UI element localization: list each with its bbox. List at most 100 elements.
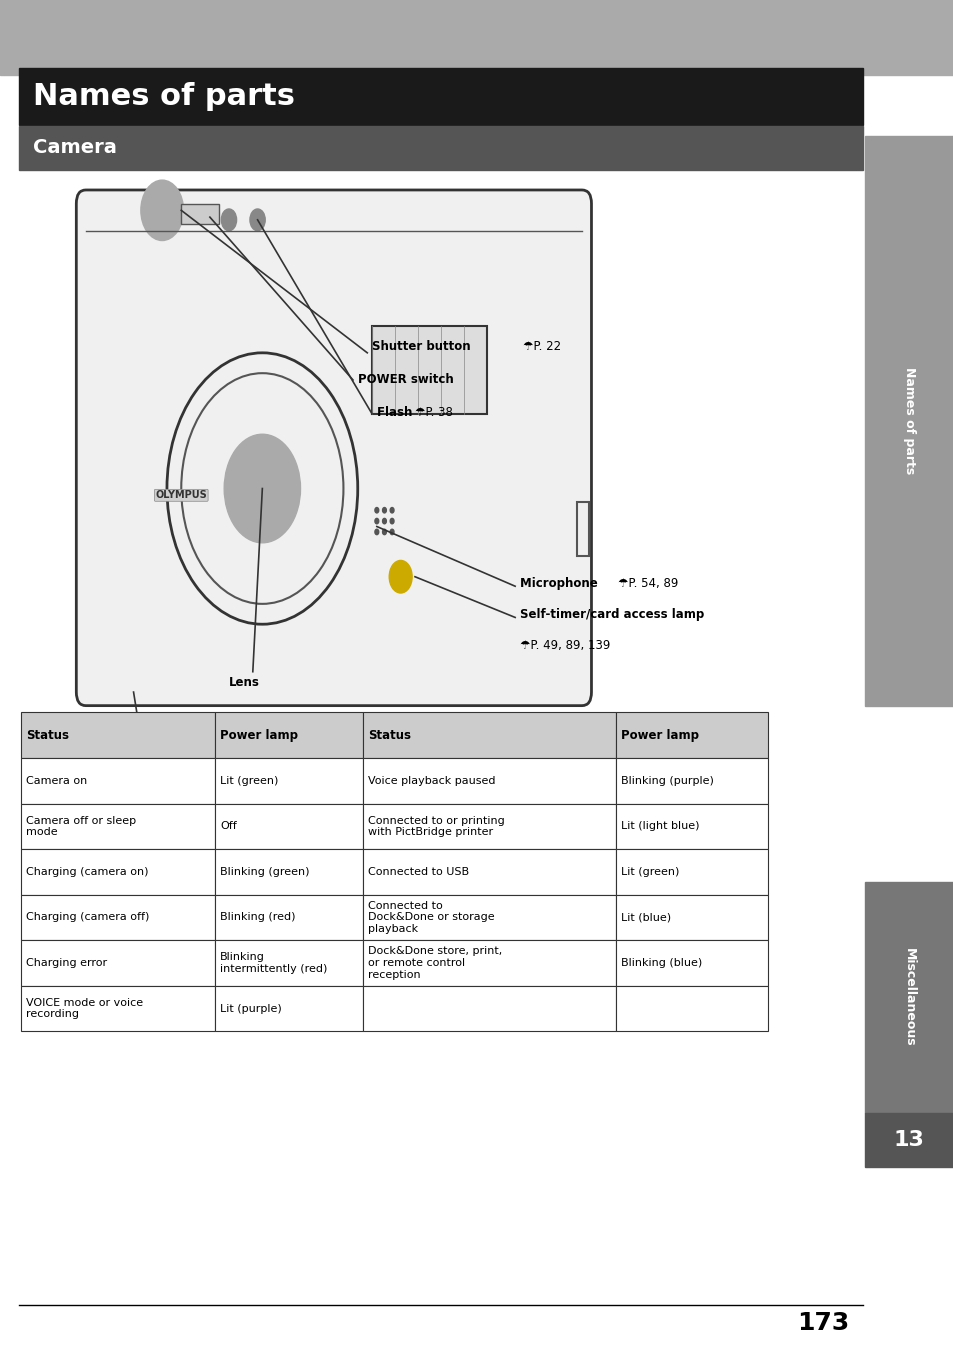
Text: 173: 173	[796, 1311, 848, 1335]
Bar	[21, 849, 215, 894]
Text: Connected to or printing
with PictBridge printer: Connected to or printing with PictBridge…	[367, 816, 504, 837]
Bar	[616, 985, 767, 1031]
Text: Blinking (blue): Blinking (blue)	[620, 958, 701, 968]
Text: Connected to
Dock&Done or storage
playback: Connected to Dock&Done or storage playba…	[367, 901, 494, 934]
Bar	[362, 849, 616, 894]
Text: Camera off or sleep
mode: Camera off or sleep mode	[26, 816, 135, 837]
FancyBboxPatch shape	[76, 190, 591, 706]
Circle shape	[78, 878, 93, 900]
Circle shape	[375, 508, 378, 513]
Text: Dock&Done store, print,
or remote control
reception: Dock&Done store, print, or remote contro…	[367, 946, 501, 980]
Circle shape	[389, 560, 412, 593]
Text: Miscellaneous: Miscellaneous	[902, 949, 915, 1046]
Circle shape	[390, 508, 394, 513]
Circle shape	[382, 529, 386, 535]
Bar	[215, 849, 362, 894]
Text: Names of parts: Names of parts	[902, 366, 915, 475]
Text: Power lamp: Power lamp	[220, 729, 297, 742]
Circle shape	[497, 878, 513, 900]
Text: OLYMPUS: OLYMPUS	[155, 490, 207, 501]
Text: Battery compartment/card: Battery compartment/card	[572, 855, 748, 868]
Text: cover: cover	[572, 886, 613, 900]
Circle shape	[375, 518, 378, 524]
Bar	[181, 204, 219, 224]
Text: ☂P. 38: ☂P. 38	[415, 406, 453, 419]
Bar	[257, 841, 334, 936]
Circle shape	[488, 878, 503, 900]
Bar	[19, 68, 862, 125]
Bar	[362, 940, 616, 985]
Text: Lit (green): Lit (green)	[220, 776, 278, 786]
Text: Blinking (green): Blinking (green)	[220, 867, 309, 877]
Text: Blinking
intermittently (red): Blinking intermittently (red)	[220, 953, 327, 974]
Bar	[0, 0, 953, 75]
Text: ☂P. 49, 89, 139: ☂P. 49, 89, 139	[519, 639, 610, 653]
Bar	[215, 803, 362, 849]
Bar	[19, 126, 862, 170]
Bar	[21, 712, 215, 759]
Text: Charging error: Charging error	[26, 958, 107, 968]
Text: Names of parts: Names of parts	[33, 81, 295, 111]
Text: Lit (purple): Lit (purple)	[220, 1004, 281, 1014]
Circle shape	[141, 180, 183, 240]
Bar	[353, 851, 419, 930]
Text: Lit (light blue): Lit (light blue)	[620, 821, 699, 832]
Text: Camera on: Camera on	[26, 776, 87, 786]
Text: ☂P. 35, 56, 57: ☂P. 35, 56, 57	[160, 719, 249, 733]
Bar	[215, 940, 362, 985]
Text: Microphone: Microphone	[519, 577, 601, 590]
Bar	[864, 882, 953, 1113]
Text: VOICE mode or voice
recording: VOICE mode or voice recording	[26, 997, 143, 1019]
Text: Shutter button: Shutter button	[372, 339, 475, 353]
Bar	[577, 502, 588, 556]
Text: Power lamp: Power lamp	[620, 729, 699, 742]
Bar	[864, 136, 953, 706]
Text: POWER switch: POWER switch	[357, 373, 453, 387]
Bar	[362, 759, 616, 803]
Bar	[616, 759, 767, 803]
Bar	[864, 1113, 953, 1167]
Circle shape	[382, 518, 386, 524]
Text: Status: Status	[367, 729, 410, 742]
Bar	[616, 712, 767, 759]
Text: Camera: Camera	[33, 138, 117, 157]
Text: Status: Status	[26, 729, 69, 742]
Bar	[362, 803, 616, 849]
Text: Self-timer/card access lamp: Self-timer/card access lamp	[519, 608, 703, 622]
Bar	[616, 940, 767, 985]
Text: Voice playback paused: Voice playback paused	[367, 776, 495, 786]
Bar	[21, 759, 215, 803]
Circle shape	[250, 209, 265, 231]
Bar	[21, 894, 215, 940]
Circle shape	[382, 508, 386, 513]
Circle shape	[221, 209, 236, 231]
Bar	[215, 985, 362, 1031]
Bar	[215, 759, 362, 803]
Text: Cradle connector: Cradle connector	[203, 949, 335, 962]
Text: Tripod socket: Tripod socket	[69, 949, 162, 962]
Bar	[616, 803, 767, 849]
Text: Lens: Lens	[229, 676, 259, 689]
Text: Blinking (red): Blinking (red)	[220, 912, 295, 923]
Text: Lit (green): Lit (green)	[620, 867, 679, 877]
Bar	[21, 803, 215, 849]
Bar	[362, 712, 616, 759]
Bar	[215, 894, 362, 940]
Bar	[21, 985, 215, 1031]
Text: ☂P. 54, 89: ☂P. 54, 89	[618, 577, 678, 590]
Text: Blinking (purple): Blinking (purple)	[620, 776, 713, 786]
FancyBboxPatch shape	[62, 814, 538, 963]
Circle shape	[224, 434, 300, 543]
Text: 13: 13	[893, 1130, 923, 1149]
Bar	[362, 894, 616, 940]
Bar	[215, 712, 362, 759]
Bar	[362, 985, 616, 1031]
Bar	[616, 849, 767, 894]
Text: Charging (camera off): Charging (camera off)	[26, 912, 149, 923]
Circle shape	[390, 529, 394, 535]
Text: Off: Off	[220, 821, 236, 832]
Circle shape	[114, 862, 152, 916]
Text: Connected to USB: Connected to USB	[367, 867, 468, 877]
Bar	[616, 894, 767, 940]
Text: ☂P. 22: ☂P. 22	[522, 339, 560, 353]
